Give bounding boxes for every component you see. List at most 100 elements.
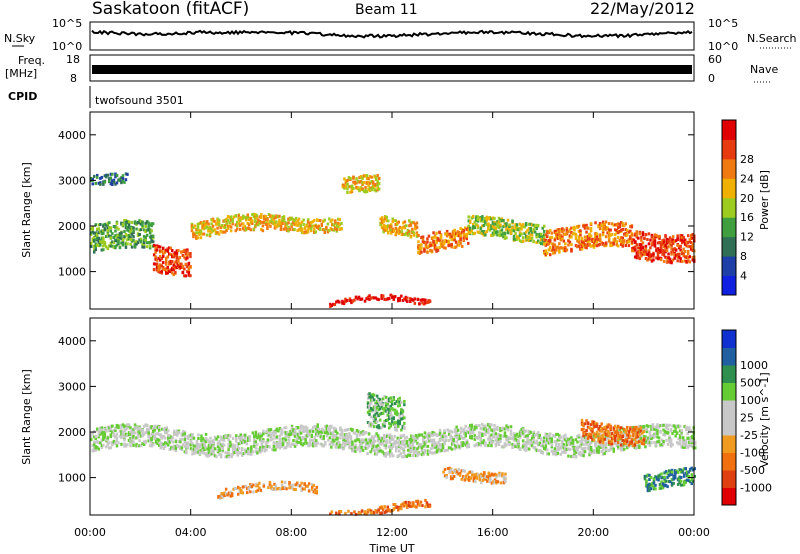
heatmap-cell — [526, 442, 529, 446]
heatmap-cell — [663, 429, 667, 433]
heatmap-cell — [571, 447, 575, 451]
heatmap-cell — [251, 219, 254, 223]
heatmap-cell — [102, 443, 105, 447]
heatmap-cell — [148, 241, 152, 245]
heatmap-cell — [360, 440, 363, 444]
heatmap-cell — [401, 442, 404, 446]
heatmap-cell — [246, 226, 249, 230]
heatmap-cell — [592, 242, 596, 246]
heatmap-cell — [248, 223, 251, 227]
heatmap-cell — [523, 442, 526, 446]
heatmap-cell — [662, 245, 666, 249]
heatmap-cell — [620, 221, 623, 225]
heatmap-cell — [316, 218, 319, 222]
heatmap-cell — [271, 488, 275, 491]
heatmap-cell — [484, 443, 487, 447]
heatmap-cell — [212, 441, 215, 445]
heatmap-cell — [543, 236, 546, 240]
heatmap-cell — [242, 222, 245, 226]
heatmap-cell — [313, 425, 316, 429]
heatmap-cell — [257, 433, 261, 437]
heatmap-cell — [685, 256, 688, 259]
heatmap-cell — [162, 428, 165, 432]
heatmap-cell — [256, 435, 259, 439]
heatmap-cell — [172, 253, 175, 257]
heatmap-cell — [403, 504, 406, 508]
heatmap-cell — [390, 228, 393, 232]
heatmap-cell — [260, 449, 264, 453]
heatmap-cell — [186, 441, 190, 445]
heatmap-cell — [145, 245, 149, 249]
heatmap-cell — [288, 227, 292, 231]
heatmap-cell — [130, 441, 134, 445]
heatmap-cell — [607, 448, 611, 452]
heatmap-cell — [433, 243, 437, 247]
heatmap-cell — [579, 233, 582, 237]
heatmap-cell — [373, 439, 377, 443]
heatmap-cell — [218, 494, 222, 498]
heatmap-cell — [503, 223, 507, 227]
heatmap-cell — [327, 427, 330, 431]
heatmap-cell — [279, 223, 283, 227]
heatmap-cell — [204, 222, 207, 226]
heatmap-cell — [442, 470, 445, 474]
heatmap-cell — [416, 298, 420, 301]
heatmap-cell — [230, 454, 233, 458]
heatmap-cell — [521, 445, 525, 449]
heatmap-cell — [117, 227, 120, 231]
heatmap-cell — [668, 236, 672, 240]
heatmap-cell — [378, 449, 381, 453]
heatmap-cell — [342, 436, 345, 440]
heatmap-cell — [607, 434, 611, 438]
heatmap-cell — [407, 500, 411, 504]
heatmap-cell — [227, 438, 230, 442]
heatmap-cell — [494, 427, 498, 431]
heatmap-cell — [154, 255, 157, 259]
heatmap-cell — [669, 440, 673, 444]
heatmap-cell — [398, 454, 401, 457]
heatmap-cell — [546, 240, 549, 244]
heatmap-cell — [369, 437, 372, 441]
heatmap-cell — [173, 444, 176, 448]
heatmap-cell — [385, 225, 388, 229]
heatmap-cell — [94, 248, 97, 252]
heatmap-cell — [514, 223, 517, 227]
heatmap-cell — [638, 446, 641, 449]
heatmap-cell — [524, 448, 528, 452]
heatmap-cell — [600, 241, 603, 245]
heatmap-cell — [396, 221, 399, 225]
heatmap-cell — [94, 181, 97, 185]
heatmap-cell — [493, 229, 496, 233]
heatmap-cell — [105, 438, 108, 442]
heatmap-cell — [577, 433, 581, 437]
heatmap-cell — [299, 438, 303, 442]
heatmap-cell — [464, 424, 467, 428]
heatmap-cell — [475, 436, 478, 440]
heatmap-cell — [287, 441, 291, 445]
heatmap-cell — [330, 432, 333, 436]
heatmap-cell — [488, 434, 492, 438]
freq-label-1: Freq. — [18, 54, 45, 67]
heatmap-cell — [341, 183, 345, 187]
heatmap-cell — [653, 427, 656, 431]
heatmap-cell — [691, 439, 694, 443]
heatmap-cell — [370, 435, 374, 439]
heatmap-cell — [215, 437, 218, 441]
heatmap-cell — [666, 427, 670, 431]
heatmap-cell — [105, 223, 108, 227]
heatmap-cell — [248, 435, 251, 438]
heatmap-cell — [562, 443, 566, 447]
heatmap-cell — [260, 434, 264, 438]
heatmap-cell — [322, 436, 325, 440]
heatmap-cell — [405, 224, 408, 228]
heatmap-cell — [574, 450, 578, 454]
heatmap-cell — [615, 229, 618, 232]
heatmap-cell — [517, 445, 520, 449]
heatmap-cell — [218, 441, 221, 445]
heatmap-cell — [505, 426, 508, 430]
heatmap-cell — [168, 434, 171, 438]
heatmap-cell — [662, 240, 666, 244]
heatmap-cell — [392, 442, 395, 446]
heatmap-cell — [218, 439, 221, 443]
heatmap-cell — [413, 504, 417, 508]
